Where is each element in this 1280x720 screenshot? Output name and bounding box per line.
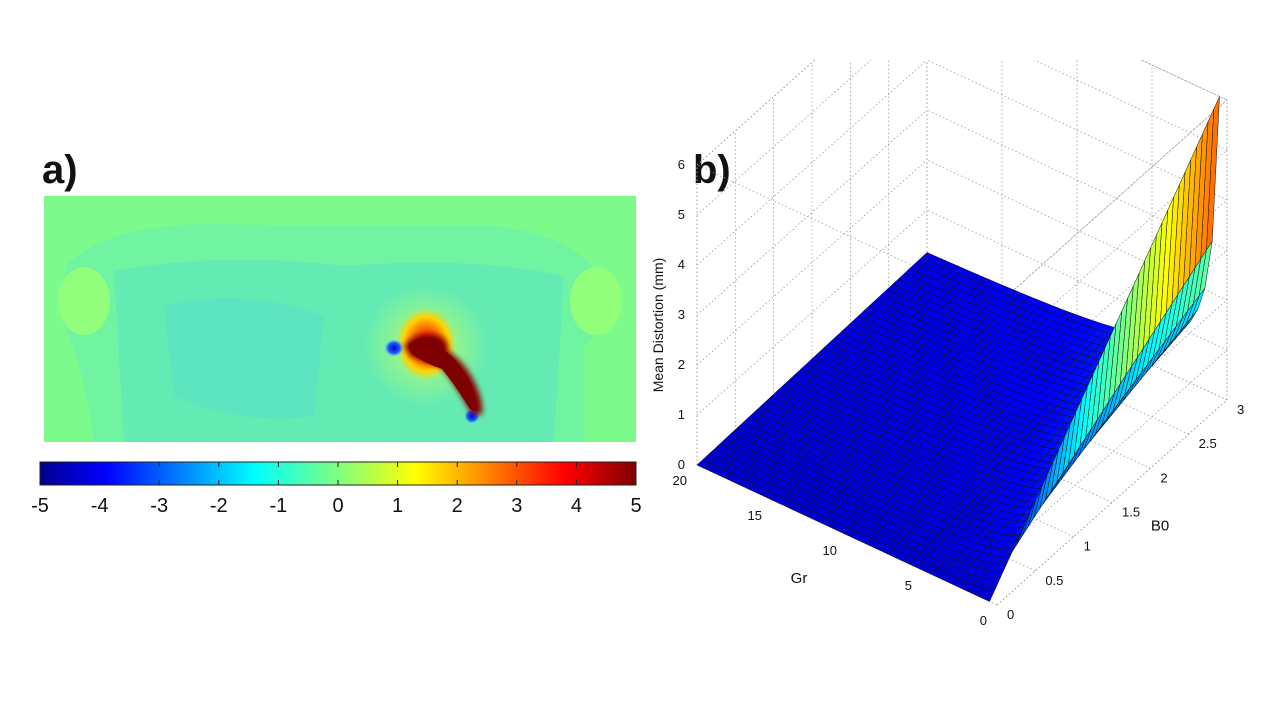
grid-line [996, 99, 1228, 306]
hotspot-core-solid [408, 336, 478, 411]
x-tick-label: 10 [823, 543, 837, 558]
z-tick-label: 1 [678, 407, 685, 422]
colorbar-tick-label: -1 [270, 495, 288, 517]
x-tick-label: 15 [748, 508, 762, 523]
ear-right [570, 267, 622, 335]
grid-line [996, 349, 1228, 556]
z-axis-title: Mean Distortion (mm) [650, 258, 666, 393]
y-tick-label: 1 [1084, 539, 1091, 554]
colorbar-tick-label: 2 [452, 495, 463, 517]
colorbar-tick-label: 4 [571, 495, 582, 517]
x-tick-label: 20 [673, 473, 687, 488]
y-tick-label: 1.5 [1122, 505, 1140, 520]
panel-a-label: a) [42, 148, 78, 192]
surface-patch [981, 588, 996, 602]
colorbar-tick-label: -5 [31, 495, 49, 517]
colorbar-tick-label: 1 [392, 495, 403, 517]
grid-line [996, 299, 1228, 506]
x-axis-title: Gr [791, 570, 808, 587]
ear-left [58, 267, 110, 335]
grid-line [696, 209, 928, 416]
box-edge [996, 99, 1228, 306]
colorbar-tick-label: 3 [511, 495, 522, 517]
colorbar-tick-label: 5 [630, 495, 641, 517]
x-tick-label: 5 [905, 578, 912, 593]
colorbar-tick-label: -4 [91, 495, 109, 517]
y-tick-label: 0 [1007, 607, 1014, 622]
z-tick-label: 6 [678, 157, 685, 172]
field-map-heatmap [44, 196, 636, 442]
x-tick-label: 0 [980, 613, 987, 628]
z-tick-label: 2 [678, 357, 685, 372]
colorbar: -5 -4 -3 -2 -1 0 1 2 3 4 5 [31, 461, 642, 517]
y-tick-label: 0.5 [1045, 573, 1063, 588]
z-tick-label: 3 [678, 307, 685, 322]
colorbar-tick-label: -2 [210, 495, 228, 517]
y-tick-label: 2 [1160, 470, 1167, 485]
y-tick-label: 3 [1237, 402, 1244, 417]
inner-cool-region-2 [164, 298, 324, 419]
z-tick-label: 0 [678, 457, 685, 472]
colorbar-tick-label: -3 [150, 495, 168, 517]
z-tick-label: 5 [678, 207, 685, 222]
panel-b-label: b) [693, 148, 731, 192]
y-axis-title: B0 [1151, 518, 1169, 535]
cold-lobe-left [384, 339, 404, 357]
grid-line [696, 109, 928, 316]
colorbar-tick-label: 0 [332, 495, 343, 517]
z-tick-label: 4 [678, 257, 685, 272]
y-tick-label: 2.5 [1199, 436, 1217, 451]
